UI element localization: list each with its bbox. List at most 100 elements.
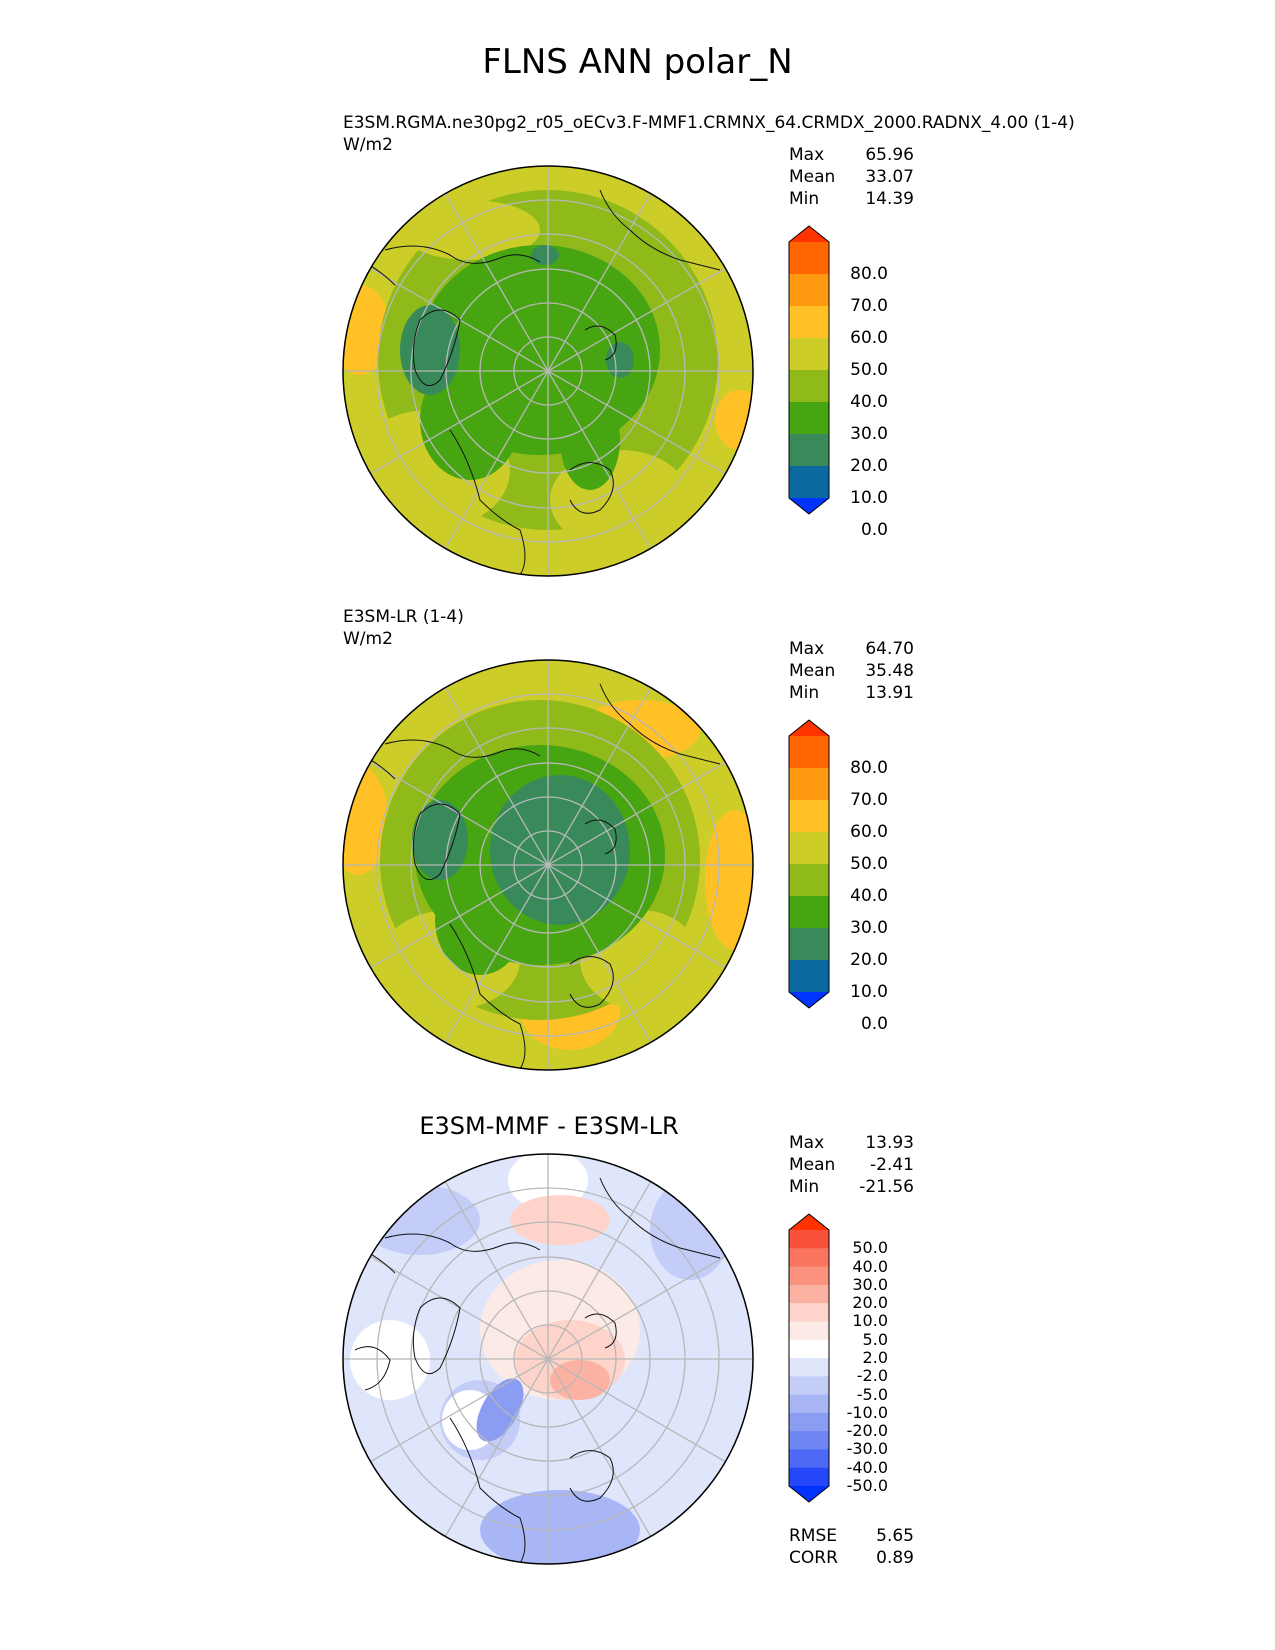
panel1-map-border <box>342 165 754 577</box>
panel2-mean-label: Mean <box>789 661 836 681</box>
panel2-map-border <box>342 659 754 1071</box>
corr-value: 0.89 <box>876 1548 914 1568</box>
panel1-colorbar-band <box>789 434 829 467</box>
panel2-colorbar-tick-label: 20.0 <box>850 949 888 970</box>
panel1-coastlines <box>359 189 721 576</box>
panel2-max-label: Max <box>789 639 825 659</box>
panel1-colorbar-tick-label: 10.0 <box>850 487 888 508</box>
panel3-region-neg-ne <box>650 1180 730 1280</box>
panel3-colorbar-tick-label: 20.0 <box>852 1293 888 1313</box>
panel3-colorbar-tick-label: -30.0 <box>846 1439 888 1459</box>
panel3-region-pos-core <box>550 1360 610 1400</box>
panel2-colorbar-band <box>789 960 829 993</box>
panel1-min-value: 14.39 <box>865 189 914 209</box>
panel3-mean-value: -2.41 <box>870 1155 914 1175</box>
panel3-colorbar-band <box>789 1321 829 1341</box>
panel2-max-value: 64.70 <box>865 639 914 659</box>
panel2-colorbar-band <box>789 832 829 865</box>
rmse-value: 5.65 <box>876 1526 914 1546</box>
panel3-colorbar-band <box>789 1449 829 1469</box>
panel2-colorbar-band <box>789 896 829 929</box>
panel2-region-arctic-core <box>490 775 630 925</box>
panel3-mean-label: Mean <box>789 1155 836 1175</box>
panel2-colorbar-extend-min <box>789 992 829 1008</box>
panel3-title: E3SM-MMF - E3SM-LR <box>419 1112 679 1140</box>
panel3-colorbar-band <box>789 1266 829 1286</box>
panel1-colorbar-tick-label: 40.0 <box>850 391 888 412</box>
panel2-region-greenland <box>412 800 468 880</box>
panel1-region-siberia <box>420 360 520 480</box>
panel1-colorbar-tick-label: 70.0 <box>850 295 888 316</box>
panel3-colorbar-tick-label: -5.0 <box>856 1384 888 1404</box>
panel1-colorbar-tick-label: 20.0 <box>850 455 888 476</box>
panel1-region-canada <box>560 390 620 490</box>
panel3-colorbar-band <box>789 1339 829 1359</box>
corr-label: CORR <box>789 1548 838 1568</box>
panel3-colorbar-tick-label: 2.0 <box>862 1348 888 1367</box>
panel1-colorbar-tick-label: 30.0 <box>850 423 888 444</box>
panel1-colorbar-extend-max <box>789 226 829 242</box>
panel1-stats: Max 65.96 Mean 33.07 Min 14.39 <box>789 144 914 210</box>
panel3-colorbar-band <box>789 1412 829 1432</box>
panel1-colorbar-band <box>789 370 829 403</box>
panel1-colorbar-band <box>789 466 829 499</box>
panel1-region-low-2 <box>531 245 559 265</box>
panel3-colorbar-tick-label: 40.0 <box>852 1256 888 1276</box>
panel3-colorbar-band <box>789 1248 829 1268</box>
figure-title: FLNS ANN polar_N <box>482 42 793 82</box>
panel1-colorbar-tick-label: 50.0 <box>850 359 888 380</box>
panel3-colorbar-extend-max <box>789 1214 829 1230</box>
panel1-colorbar-band <box>789 402 829 435</box>
panel3-colorbar-tick-label: -10.0 <box>846 1402 888 1422</box>
panel2-mean-value: 35.48 <box>865 661 914 681</box>
panel1-colorbar-extend-min <box>789 498 829 514</box>
panel3-max-value: 13.93 <box>865 1133 914 1153</box>
panel2-min-value: 13.91 <box>865 683 914 703</box>
panel3-min-value: -21.56 <box>859 1177 914 1197</box>
panel2-colorbar-band <box>789 928 829 961</box>
panel1-mean-value: 33.07 <box>865 167 914 187</box>
panel1-colorbar-band <box>789 338 829 371</box>
panel2-colorbar-tick-label: 40.0 <box>850 885 888 906</box>
panel2-title: E3SM-LR (1-4) <box>343 607 464 627</box>
panel2-colorbar-band <box>789 736 829 769</box>
panel2-colorbar-extend-max <box>789 720 829 736</box>
panel1-max-label: Max <box>789 145 825 165</box>
panel2-units: W/m2 <box>343 629 393 649</box>
panel3-metrics: RMSE 5.65 CORR 0.89 <box>789 1525 914 1569</box>
panel1-mean-label: Mean <box>789 167 836 187</box>
panel2-colorbar-band <box>789 800 829 833</box>
panel1-colorbar-tick-label: 80.0 <box>850 263 888 284</box>
panel3-colorbar-band <box>789 1358 829 1377</box>
panel3-colorbar-band <box>789 1303 829 1322</box>
panel3-colorbar-band <box>789 1284 829 1304</box>
panel3-colorbar-tick-label: 5.0 <box>862 1329 888 1349</box>
panel1-title: E3SM.RGMA.ne30pg2_r05_oECv3.F-MMF1.CRMNX… <box>343 113 1075 133</box>
panel2-colorbar-tick-label: 10.0 <box>850 981 888 1002</box>
panel3-colorbar-tick-label: -20.0 <box>846 1421 888 1441</box>
panel3-stats: Max 13.93 Mean -2.41 Min -21.56 <box>789 1132 914 1198</box>
panel1-region-europe <box>400 200 540 260</box>
panel1-colorbar-band <box>789 306 829 339</box>
panel1-region-greenland <box>400 305 460 395</box>
panel2-colorbar-tick-label: 80.0 <box>850 757 888 778</box>
panel2-colorbar-tick-label: 0.0 <box>860 1013 888 1034</box>
panel2-colorbar-tick-label: 70.0 <box>850 789 888 810</box>
panel3-colorbar-band <box>789 1394 829 1414</box>
panel3-colorbar-tick-label: -2.0 <box>856 1366 888 1386</box>
panel1-graticule <box>343 166 753 576</box>
panel3-region-pos-north <box>510 1195 610 1245</box>
panel2-colorbar-band <box>789 768 829 801</box>
panel1-max-value: 65.96 <box>865 145 914 165</box>
panel3-colorbar-band <box>789 1376 829 1396</box>
panel2-colorbar-tick-label: 60.0 <box>850 821 888 842</box>
panel1-colorbar-band <box>789 242 829 275</box>
panel1-colorbar-tick-label: 60.0 <box>850 327 888 348</box>
panel3-colorbar-extend-min <box>789 1486 829 1502</box>
panel3-max-label: Max <box>789 1133 825 1153</box>
panel2-region-atlantic-high <box>343 765 388 875</box>
panel3-colorbar-tick-label: 30.0 <box>852 1274 888 1294</box>
rmse-label: RMSE <box>789 1526 838 1546</box>
